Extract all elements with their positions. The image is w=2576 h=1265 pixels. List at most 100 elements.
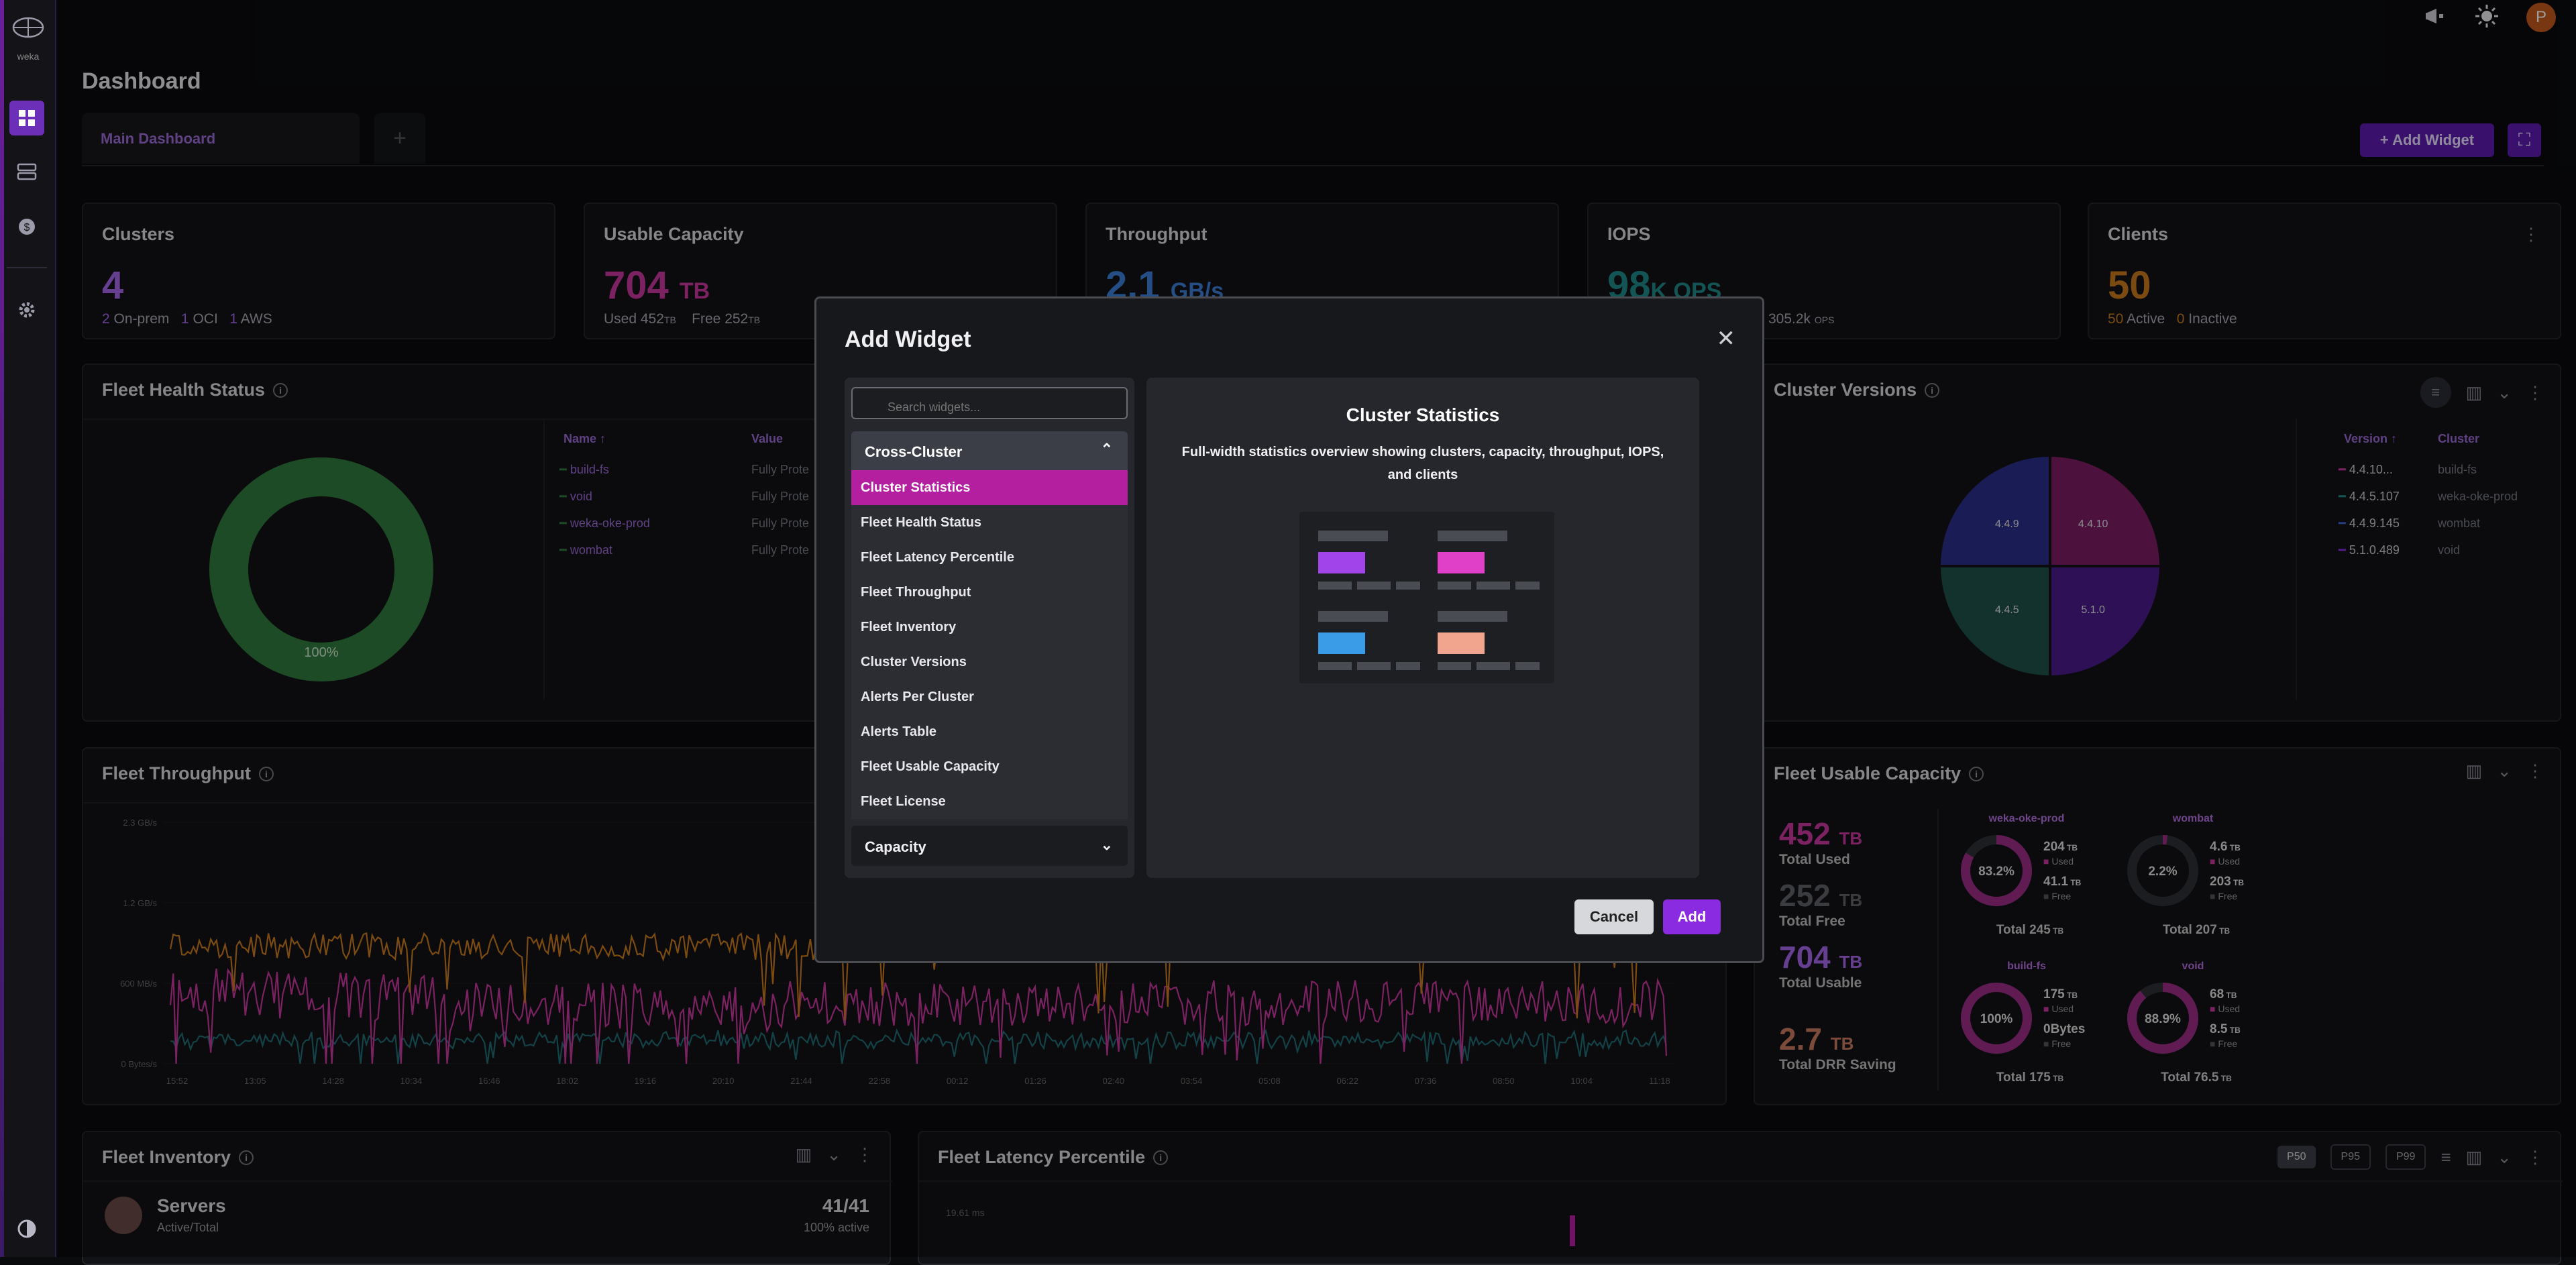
sidebar-item-settings[interactable] [9,292,44,327]
ring-free: 41.1 TB [2043,875,2082,889]
sidebar-item-billing[interactable]: $ [9,209,44,244]
server-icon [17,163,37,180]
sidebar-item-clusters[interactable] [9,154,44,189]
info-icon[interactable]: i [239,1150,254,1165]
category-capacity[interactable]: Capacity ⌄ [851,826,1128,866]
add-button[interactable]: Add [1663,899,1721,934]
tab-main-dashboard[interactable]: Main Dashboard [82,113,360,164]
sidebar-item-theme[interactable] [9,1211,44,1246]
kebab-icon[interactable]: ⋮ [2526,761,2544,781]
list-view-icon[interactable]: ≡ [2440,1146,2451,1167]
panel-title-text: Cluster Versions [1774,380,1917,400]
capacity-ring: 100% [1961,983,2032,1054]
info-icon[interactable]: i [273,382,288,398]
oci-count: 1 [180,311,189,327]
x-tick-label: 16:46 [478,1076,500,1086]
stat-card-clients: Clients ⋮ 50 50 Active 0 Inactive [2088,203,2561,339]
add-widget-button[interactable]: + Add Widget [2360,123,2494,157]
category-cross-cluster[interactable]: Cross-Cluster ⌃ [851,431,1128,470]
info-icon[interactable]: i [1969,766,1984,781]
widget-item-alerts-table[interactable]: Alerts Table [861,724,936,739]
capacity-ring: 88.9% [2127,983,2198,1054]
x-tick-label: 22:58 [869,1076,891,1086]
capacity-number: 704 [604,264,669,307]
col-version-text: Version [2344,432,2388,445]
panel-title: Cluster Versions i [1774,380,1940,400]
card-title: Clients [2108,224,2169,244]
ring-fill [2127,835,2198,906]
widget-item-fleet-inventory[interactable]: Fleet Inventory [861,620,957,635]
kebab-icon[interactable]: ⋮ [856,1144,873,1164]
widget-item-alerts-per-cluster[interactable]: Alerts Per Cluster [861,690,974,704]
panel-controls: P50 P95 P99 ≡ ▥ ⌄ ⋮ [2277,1144,2544,1170]
p95-button[interactable]: P95 [2330,1144,2371,1170]
info-icon[interactable]: i [1153,1150,1169,1165]
columns-icon[interactable]: ▥ [2465,382,2483,402]
widget-item-fleet-license[interactable]: Fleet License [861,794,946,809]
unit: TB [1839,952,1863,972]
pie-slice[interactable] [2049,453,2163,567]
servers-value: 41/41 [822,1195,869,1216]
widget-preview: Cluster Statistics Full-width statistics… [1146,378,1699,878]
columns-icon[interactable]: ▥ [2465,761,2483,781]
col-header-value[interactable]: Value [751,432,784,445]
ring-fill [1961,835,2032,906]
ring-pct: 2.2% [2148,865,2177,879]
widget-item-fleet-health-status[interactable]: Fleet Health Status [861,515,982,530]
avatar[interactable]: P [2526,3,2556,32]
logo-icon[interactable] [8,13,48,48]
add-tab-button[interactable]: + [374,113,425,164]
close-icon[interactable]: ✕ [1716,326,1736,351]
widget-item-fleet-throughput[interactable]: Fleet Throughput [861,585,971,600]
magenta-series-line [169,968,1668,1064]
panel-controls: ≡ ▥ ⌄ ⋮ [2420,377,2544,408]
table-row: ━ 4.4.5.107 weka-oke-prod [2339,490,2518,504]
panel-title: Fleet Inventory i [102,1147,254,1168]
col-header-cluster[interactable]: Cluster [2438,432,2480,445]
widget-item-fleet-latency-percentile[interactable]: Fleet Latency Percentile [861,550,1014,565]
sidebar: weka $ [0,0,56,1257]
ring-free: 0Bytes [2043,1022,2086,1036]
capacity-unit: TB [679,278,710,304]
free-value: 252 [724,311,749,327]
cancel-button[interactable]: Cancel [1574,899,1654,934]
kebab-icon[interactable]: ⋮ [2526,382,2544,402]
widget-item-fleet-usable-capacity[interactable]: Fleet Usable Capacity [861,759,1000,774]
chevron-down-icon[interactable]: ⌄ [2497,761,2512,781]
kebab-icon[interactable]: ⋮ [2526,1146,2544,1167]
columns-icon[interactable]: ▥ [2465,1146,2483,1167]
cluster-ring-card: build-fs 100% 175 TB ■ Used 0Bytes ■ Free … [1956,960,2117,1101]
chevron-down-icon[interactable]: ⌄ [826,1144,841,1164]
expand-button[interactable]: ⛶ [2508,123,2541,157]
category-label: Cross-Cluster [865,443,963,460]
pie-slice[interactable] [1937,565,2051,679]
p99-button[interactable]: P99 [2385,1144,2426,1170]
capacity-ring: 83.2% [1961,835,2032,906]
widget-item-cluster-versions[interactable]: Cluster Versions [861,655,967,669]
info-icon[interactable]: i [258,766,274,781]
megaphone-icon[interactable] [2424,6,2447,30]
pie-slice[interactable] [2049,565,2163,679]
chevron-down-icon[interactable]: ⌄ [2497,1146,2512,1167]
free-unit: TB [748,315,761,325]
list-view-icon[interactable]: ≡ [2420,377,2451,408]
chevron-down-icon[interactable]: ⌄ [2497,382,2512,402]
kebab-icon[interactable]: ⋮ [2522,224,2540,244]
total-used-value: 452 [1779,816,1831,851]
sun-icon[interactable] [2474,3,2500,32]
widget-item-cluster-statistics[interactable]: Cluster Statistics [851,470,1128,505]
pie-slice[interactable] [1937,453,2051,567]
ring-fill [2127,983,2198,1054]
col-header-version[interactable]: Version ↑ [2344,432,2398,445]
page-title: Dashboard [82,68,201,94]
sidebar-item-dashboard[interactable] [9,101,44,135]
onprem-label: On-prem [113,311,170,327]
search-input[interactable] [851,387,1128,419]
columns-icon[interactable]: ▥ [795,1144,812,1164]
x-tick-label: 10:34 [400,1076,423,1086]
col-header-name[interactable]: Name ↑ [564,432,606,445]
p50-button[interactable]: P50 [2277,1146,2316,1168]
info-icon[interactable]: i [1925,382,1940,398]
row-name: wombat [570,543,612,557]
topbar-actions: P [2424,0,2556,35]
